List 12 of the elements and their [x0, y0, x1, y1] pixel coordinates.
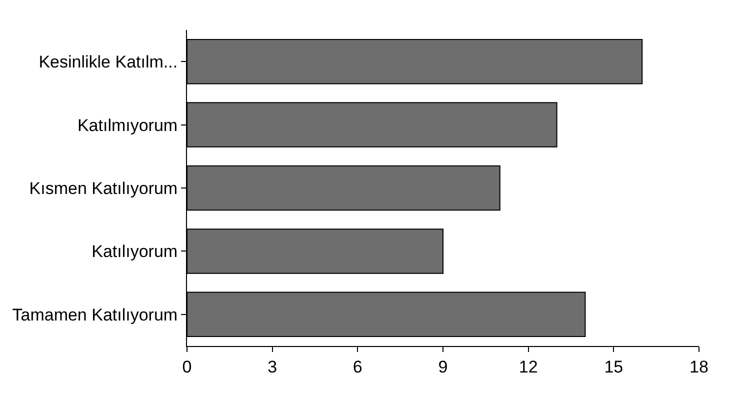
- y-tick-label: Katılıyorum: [92, 242, 178, 262]
- x-tick-label: 15: [604, 357, 624, 376]
- x-tick-label: 0: [182, 357, 192, 376]
- x-tick-label: 3: [268, 357, 278, 376]
- y-tick-label: Tamamen Katılıyorum: [12, 305, 178, 324]
- x-tick-label: 12: [518, 357, 538, 376]
- x-tick-label: 9: [438, 357, 448, 376]
- x-tick-label: 6: [352, 357, 362, 376]
- y-tick-label: Kısmen Katılıyorum: [29, 178, 178, 198]
- x-tick-label: 18: [690, 357, 708, 376]
- y-tick-label: Katılmıyorum: [77, 116, 178, 135]
- y-tick-label: Kesinlikle Katılm...: [38, 52, 178, 72]
